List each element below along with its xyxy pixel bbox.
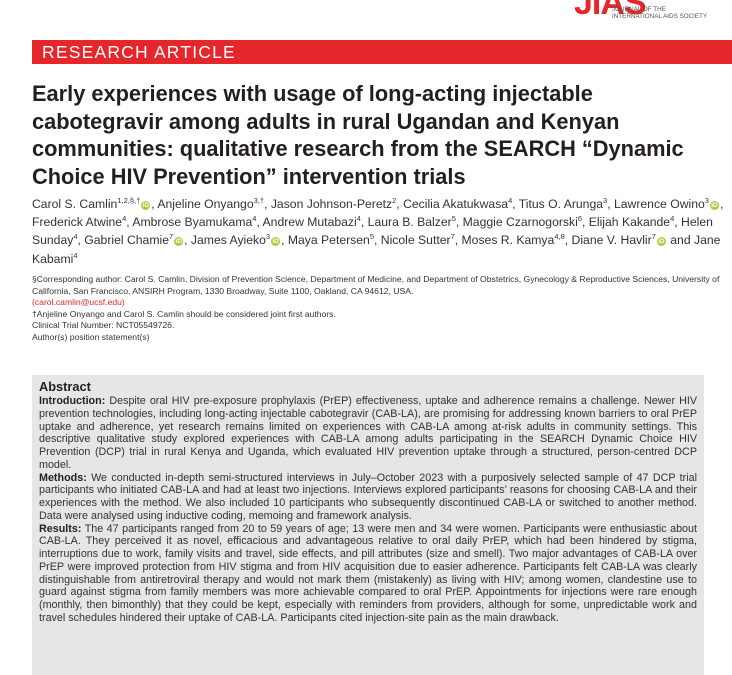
author-separator: , <box>512 197 519 211</box>
author-separator: , <box>581 215 589 230</box>
orcid-icon[interactable]: iD <box>709 201 719 210</box>
abstract-section-label: Methods: <box>39 471 87 484</box>
author-name: Titus O. Arunga <box>518 197 604 211</box>
author-name: Cecilia Akatukwasa <box>403 197 509 211</box>
author-name: Elijah Kakande <box>588 215 671 230</box>
abstract-section-label: Results: <box>39 522 82 535</box>
author-affiliation-sup: 7 <box>651 232 656 242</box>
author-affiliation-sup: 4 <box>356 214 361 224</box>
abstract-results: Results: The 47 participants ranged from… <box>39 523 697 625</box>
author-name: Frederick Atwine <box>32 215 123 230</box>
author-affiliation-sup: 3 <box>265 232 271 242</box>
corresponding-author-note: §Corresponding author: Carol S. Camlin, … <box>32 274 722 309</box>
author-affiliation-sup: 4,8 <box>554 232 565 242</box>
author-affiliation-sup: 3,† <box>253 195 265 205</box>
orcid-icon[interactable]: iD <box>174 237 184 247</box>
author-affiliation-sup: 4 <box>122 214 127 224</box>
author-affiliation-sup: 4 <box>73 232 78 242</box>
author-affiliation-sup: 4 <box>508 195 513 205</box>
author-separator: , <box>719 197 724 211</box>
author-affiliation-sup: 1,2,§,† <box>117 195 141 205</box>
clinical-trial-number: Clinical Trial Number: NCT05549726. <box>32 320 175 331</box>
author-separator: , <box>374 233 381 248</box>
abstract-section-text: Despite oral HIV pre-exposure prophylaxi… <box>39 395 697 471</box>
journal-logo-text: JOURNAL OF THE INTERNATIONAL AIDS SOCIET… <box>612 6 707 20</box>
abstract-methods: Methods: We conducted in-depth semi-stru… <box>39 472 697 523</box>
abstract-section-text: The 47 participants ranged from 20 to 59… <box>39 522 697 624</box>
author-separator: , <box>151 197 158 211</box>
author-name: Moses R. Kamya <box>461 233 555 248</box>
author-affiliation-sup: 4 <box>252 214 257 224</box>
orcid-icon[interactable]: iD <box>141 201 151 210</box>
author-affiliation-sup: 4 <box>670 214 675 224</box>
corresponding-author-text: §Corresponding author: Carol S. Camlin, … <box>32 274 720 296</box>
author-affiliation-sup: 3 <box>704 195 709 205</box>
author-name: Anjeline Onyango <box>157 197 254 211</box>
orcid-icon[interactable]: iD <box>271 237 281 247</box>
author-affiliation-sup: 5 <box>369 232 374 242</box>
journal-logo: JIAS JOURNAL OF THE INTERNATIONAL AIDS S… <box>574 0 732 26</box>
article-type-banner: RESEARCH ARTICLE <box>32 40 732 64</box>
author-separator: , <box>360 215 368 230</box>
author-affiliation-sup: 2 <box>392 195 397 205</box>
author-name: Jason Johnson-Peretz <box>270 197 393 211</box>
author-name: Maggie Czarnogorski <box>462 215 578 230</box>
author-name: Carol S. Camlin <box>32 197 118 211</box>
author-affiliation-sup: 7 <box>168 232 174 242</box>
abstract-section-label: Introduction: <box>39 395 106 407</box>
author-separator: , <box>256 215 263 230</box>
abstract-box: Abstract Introduction: Despite oral HIV … <box>32 375 704 675</box>
author-affiliation-sup: 3 <box>603 195 608 205</box>
journal-logo-line1: JOURNAL OF THE <box>612 6 666 13</box>
abstract-section-text: We conducted in-depth semi-structured in… <box>39 471 697 522</box>
author-name: Lawrence Owino <box>613 197 705 211</box>
article-title: Early experiences with usage of long-act… <box>32 81 684 189</box>
author-list: Carol S. Camlin1,2,§,†iD, Anjeline Onyan… <box>32 195 724 268</box>
author-notes: §Corresponding author: Carol S. Camlin, … <box>32 274 722 344</box>
author-separator: and <box>666 233 694 248</box>
author-separator: , <box>454 233 462 248</box>
author-affiliation-sup: 4 <box>73 250 78 260</box>
author-name: Nicole Sutter <box>380 233 451 248</box>
author-separator: , <box>455 215 463 230</box>
author-name: Maya Petersen <box>287 233 370 248</box>
author-name: Helen Sunday <box>32 215 713 248</box>
joint-first-author-note: †Anjeline Onyango and Carol S. Camlin sh… <box>32 308 336 319</box>
author-separator: , <box>184 233 191 248</box>
article-type-label: RESEARCH ARTICLE <box>42 42 236 62</box>
author-name: Andrew Mutabazi <box>262 215 357 230</box>
author-name: Diane V. Havlir <box>571 233 652 248</box>
corresponding-email-link[interactable]: (carol.camlin@ucsf.edu) <box>32 297 125 308</box>
author-separator: , <box>396 197 404 211</box>
author-name: Laura B. Balzer <box>367 215 452 230</box>
author-separator: , <box>77 233 85 248</box>
author-position-statement: Author(s) position statement(s) <box>32 331 150 342</box>
orcid-icon[interactable]: iD <box>656 237 666 247</box>
author-separator: , <box>281 233 288 248</box>
abstract-heading: Abstract <box>39 379 91 394</box>
journal-logo-mark: JIAS <box>574 0 647 22</box>
author-separator: , <box>126 215 133 230</box>
author-separator: , <box>564 233 572 248</box>
author-name: Ambrose Byamukama <box>132 215 253 230</box>
journal-logo-line2: INTERNATIONAL AIDS SOCIETY <box>612 13 708 20</box>
author-separator: , <box>607 197 614 211</box>
author-affiliation-sup: 5 <box>451 214 456 224</box>
author-name: Gabriel Chamie <box>84 233 169 248</box>
author-name: Jane Kabami <box>32 233 721 266</box>
author-separator: , <box>264 197 271 211</box>
author-affiliation-sup: 6 <box>577 214 582 224</box>
author-name: James Ayieko <box>190 233 266 248</box>
author-separator: , <box>674 215 682 230</box>
abstract-introduction: Introduction: Despite oral HIV pre-expos… <box>39 395 697 472</box>
author-affiliation-sup: 7 <box>450 232 455 242</box>
